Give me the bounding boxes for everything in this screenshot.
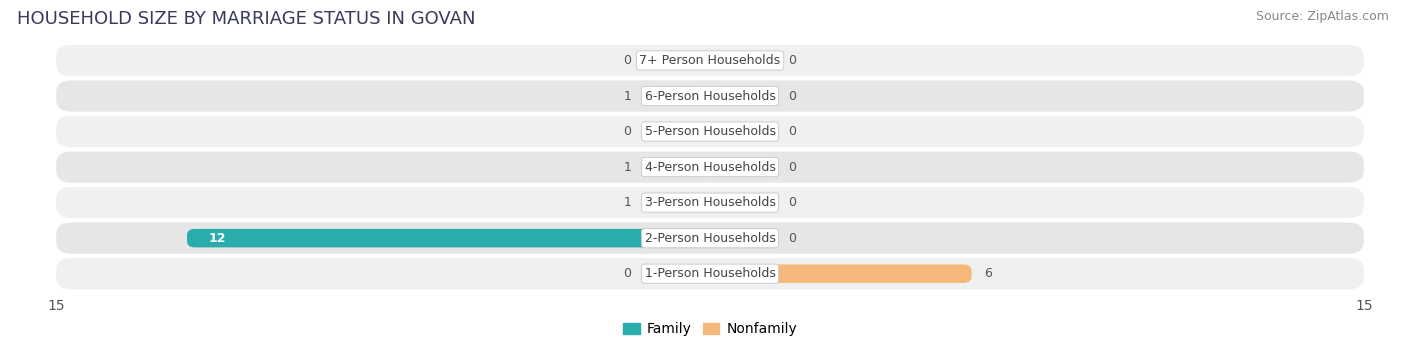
Text: 1: 1 — [624, 89, 631, 103]
Text: 0: 0 — [624, 125, 631, 138]
FancyBboxPatch shape — [644, 193, 710, 212]
FancyBboxPatch shape — [710, 229, 776, 248]
Text: 0: 0 — [624, 54, 631, 67]
Text: 7+ Person Households: 7+ Person Households — [640, 54, 780, 67]
Text: 0: 0 — [789, 196, 796, 209]
Text: 1: 1 — [624, 196, 631, 209]
Text: 5-Person Households: 5-Person Households — [644, 125, 776, 138]
FancyBboxPatch shape — [644, 122, 710, 141]
FancyBboxPatch shape — [56, 80, 1364, 112]
FancyBboxPatch shape — [644, 51, 710, 70]
FancyBboxPatch shape — [56, 258, 1364, 290]
Text: 12: 12 — [208, 232, 226, 245]
Text: Source: ZipAtlas.com: Source: ZipAtlas.com — [1256, 10, 1389, 23]
Legend: Family, Nonfamily: Family, Nonfamily — [617, 317, 803, 341]
FancyBboxPatch shape — [56, 223, 1364, 254]
Text: 0: 0 — [789, 232, 796, 245]
Text: 0: 0 — [624, 267, 631, 280]
FancyBboxPatch shape — [710, 158, 776, 176]
Text: 0: 0 — [789, 54, 796, 67]
FancyBboxPatch shape — [710, 122, 776, 141]
FancyBboxPatch shape — [644, 87, 710, 105]
FancyBboxPatch shape — [644, 158, 710, 176]
FancyBboxPatch shape — [56, 151, 1364, 183]
Text: 0: 0 — [789, 161, 796, 174]
Text: 1-Person Households: 1-Person Households — [644, 267, 776, 280]
FancyBboxPatch shape — [710, 193, 776, 212]
FancyBboxPatch shape — [56, 116, 1364, 147]
FancyBboxPatch shape — [710, 87, 776, 105]
Text: 4-Person Households: 4-Person Households — [644, 161, 776, 174]
Text: 3-Person Households: 3-Person Households — [644, 196, 776, 209]
Text: 6: 6 — [984, 267, 993, 280]
Text: 0: 0 — [789, 125, 796, 138]
FancyBboxPatch shape — [710, 51, 776, 70]
FancyBboxPatch shape — [56, 45, 1364, 76]
Text: 1: 1 — [624, 161, 631, 174]
FancyBboxPatch shape — [187, 229, 710, 248]
Text: 6-Person Households: 6-Person Households — [644, 89, 776, 103]
Text: 0: 0 — [789, 89, 796, 103]
FancyBboxPatch shape — [644, 265, 710, 283]
Text: HOUSEHOLD SIZE BY MARRIAGE STATUS IN GOVAN: HOUSEHOLD SIZE BY MARRIAGE STATUS IN GOV… — [17, 10, 475, 28]
Text: 2-Person Households: 2-Person Households — [644, 232, 776, 245]
FancyBboxPatch shape — [710, 265, 972, 283]
FancyBboxPatch shape — [56, 187, 1364, 218]
